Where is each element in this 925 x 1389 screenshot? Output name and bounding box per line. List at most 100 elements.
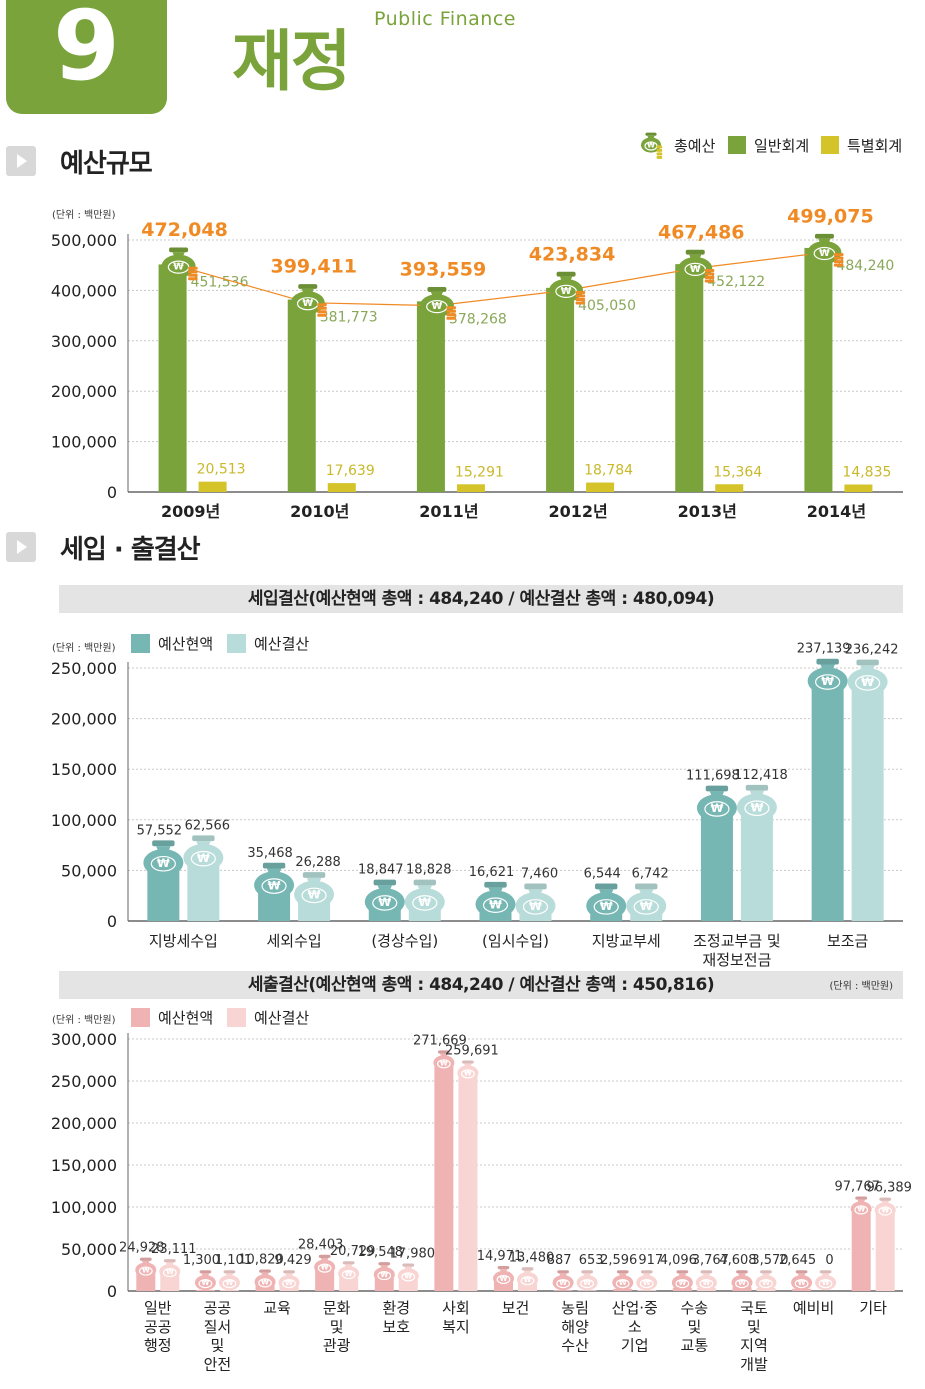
y-tick-label: 200,000 bbox=[51, 710, 117, 729]
svg-text:₩: ₩ bbox=[418, 895, 431, 909]
bar-special bbox=[586, 482, 615, 492]
svg-text:₩: ₩ bbox=[489, 897, 502, 911]
bar-general bbox=[158, 264, 187, 492]
money-bag-icon: ₩ bbox=[736, 784, 777, 821]
money-bag-icon: ₩ bbox=[254, 862, 295, 899]
x-tick-label: 조정교부금 및 재정보전금 bbox=[693, 932, 781, 969]
x-tick-label: 일반 공공 행정 bbox=[144, 1299, 172, 1355]
svg-text:₩: ₩ bbox=[166, 1268, 174, 1276]
data-label: 0 bbox=[825, 1253, 833, 1268]
money-bag-icon: ₩ bbox=[194, 1270, 216, 1291]
x-tick-label: 사회 복지 bbox=[442, 1299, 470, 1336]
y-tick-label: 300,000 bbox=[51, 1030, 117, 1049]
unit-label: (단위 : 백만원) bbox=[52, 1013, 116, 1026]
section-revenue-expenditure: 세입 · 출결산 bbox=[6, 530, 201, 565]
money-bag-icon: ₩ bbox=[850, 1196, 872, 1217]
bar-general bbox=[287, 299, 316, 492]
svg-text:₩: ₩ bbox=[380, 1271, 388, 1279]
bar-special bbox=[844, 484, 873, 492]
y-tick-label: 50,000 bbox=[61, 1240, 117, 1259]
money-bag-icon: ₩ bbox=[791, 1270, 813, 1291]
money-bag-icon: ₩ bbox=[493, 1266, 514, 1287]
money-bag-icon: ₩ bbox=[135, 1257, 157, 1278]
svg-text:₩: ₩ bbox=[302, 298, 313, 309]
svg-text:₩: ₩ bbox=[529, 899, 542, 913]
svg-text:₩: ₩ bbox=[678, 1279, 686, 1287]
x-tick-label: 농림 해양 수산 bbox=[561, 1299, 589, 1355]
svg-text:₩: ₩ bbox=[559, 1279, 567, 1287]
data-label: 4,608 bbox=[719, 1253, 756, 1268]
bar bbox=[700, 807, 733, 921]
bar-general bbox=[416, 301, 445, 492]
money-bag-icon: ₩ bbox=[874, 1197, 896, 1218]
svg-text:₩: ₩ bbox=[524, 1276, 532, 1284]
x-tick-label: 예비비 bbox=[793, 1299, 834, 1317]
svg-text:₩: ₩ bbox=[647, 142, 655, 150]
x-tick-label: 국토 및 지역 개발 bbox=[740, 1299, 768, 1373]
money-bag-icon: ₩ bbox=[159, 1259, 181, 1280]
y-tick-label: 300,000 bbox=[51, 332, 117, 351]
data-label: 3,570 bbox=[751, 1253, 788, 1268]
svg-text:₩: ₩ bbox=[690, 264, 701, 275]
svg-text:₩: ₩ bbox=[378, 895, 391, 909]
y-tick-label: 50,000 bbox=[61, 861, 117, 880]
money-bag-icon: ₩ bbox=[549, 271, 586, 305]
money-bag-icon: ₩ bbox=[552, 1270, 574, 1291]
svg-text:₩: ₩ bbox=[751, 800, 764, 814]
bar-general bbox=[546, 287, 575, 492]
money-bag-icon: ₩ bbox=[419, 287, 456, 320]
money-bag-icon: ₩ bbox=[338, 1261, 360, 1282]
data-label: 18,847 bbox=[358, 863, 404, 878]
money-bag-icon: ₩ bbox=[143, 840, 184, 877]
bar bbox=[434, 1062, 454, 1291]
svg-text:₩: ₩ bbox=[643, 1279, 651, 1287]
bar-special bbox=[456, 484, 485, 492]
svg-text:₩: ₩ bbox=[261, 1278, 269, 1286]
x-tick-label: 기타 bbox=[859, 1299, 887, 1317]
money-bag-icon: ₩ bbox=[161, 247, 198, 281]
legend-label: 총예산 bbox=[674, 137, 716, 155]
svg-text:₩: ₩ bbox=[861, 675, 874, 689]
x-tick-label: 세외수입 bbox=[266, 932, 321, 950]
x-tick-label: 환경 보호 bbox=[382, 1299, 410, 1336]
data-label: 20,729 bbox=[330, 1244, 376, 1259]
svg-text:₩: ₩ bbox=[142, 1267, 150, 1275]
y-tick-label: 100,000 bbox=[51, 433, 117, 452]
bar bbox=[577, 1290, 597, 1291]
money-bag-icon: ₩ bbox=[815, 1270, 837, 1291]
data-label: 17,980 bbox=[390, 1246, 436, 1261]
data-label: 1,300 bbox=[183, 1253, 220, 1268]
data-label-general: 378,268 bbox=[449, 311, 507, 327]
legend-total-icon: ₩ bbox=[641, 132, 663, 159]
data-label: 6,742 bbox=[632, 867, 669, 882]
data-label: 7,460 bbox=[521, 867, 558, 882]
bar bbox=[875, 1210, 895, 1291]
y-tick-label: 100,000 bbox=[51, 1198, 117, 1217]
money-bag-icon: ₩ bbox=[678, 249, 715, 283]
data-label: 112,418 bbox=[734, 768, 788, 783]
y-tick-label: 500,000 bbox=[51, 231, 117, 250]
money-bag-icon: ₩ bbox=[364, 879, 405, 916]
bar bbox=[195, 1289, 215, 1291]
svg-text:₩: ₩ bbox=[308, 888, 321, 902]
data-label: 16,621 bbox=[469, 865, 515, 880]
svg-text:₩: ₩ bbox=[798, 1279, 806, 1287]
x-tick-label: 교육 bbox=[263, 1299, 291, 1317]
money-bag-icon: ₩ bbox=[404, 879, 445, 916]
svg-text:₩: ₩ bbox=[500, 1275, 508, 1283]
x-tick-label: 문화 및 관광 bbox=[323, 1299, 351, 1355]
data-label: 917 bbox=[638, 1253, 663, 1268]
x-tick-label: 산업·중 소 기업 bbox=[612, 1299, 658, 1355]
play-arrow-icon bbox=[6, 532, 36, 562]
x-tick-label: (경상수입) bbox=[371, 932, 438, 950]
money-bag-icon: ₩ bbox=[807, 233, 844, 267]
data-label: 4,096 bbox=[660, 1253, 697, 1268]
unit-label: (단위 : 백만원) bbox=[52, 208, 116, 221]
bar bbox=[219, 1290, 239, 1291]
unit-label-right: (단위 : 백만원) bbox=[829, 979, 893, 992]
money-bag-icon: ₩ bbox=[696, 785, 737, 822]
y-tick-label: 200,000 bbox=[51, 1114, 117, 1133]
section-title-budget: 예산규모 bbox=[60, 148, 153, 179]
bar-special bbox=[198, 481, 227, 492]
svg-text:₩: ₩ bbox=[561, 286, 572, 297]
